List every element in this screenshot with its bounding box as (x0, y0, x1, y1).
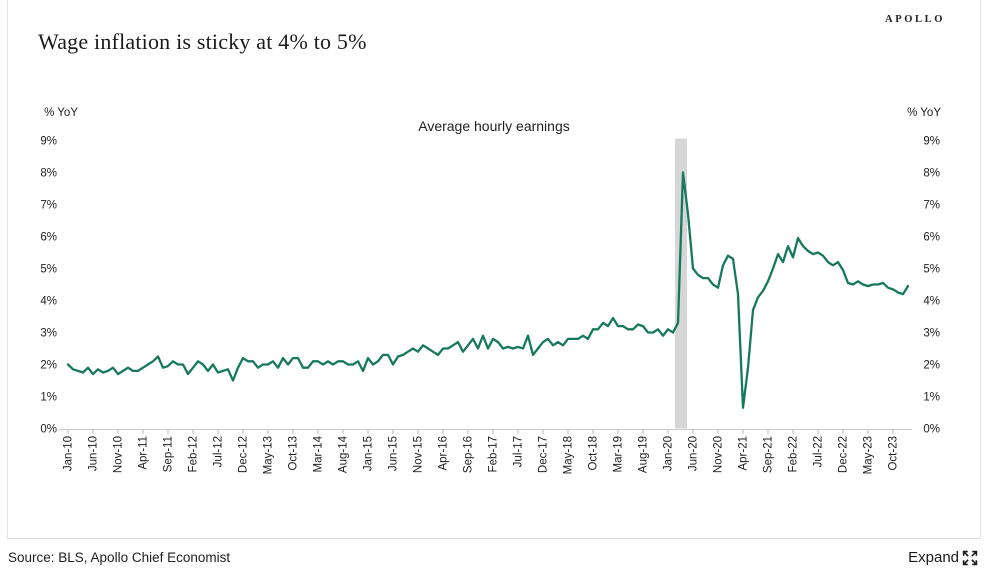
x-tick-label: May-13 (263, 436, 275, 474)
x-tick-label: Oct-18 (588, 436, 600, 471)
y-tick-label-left: 8% (40, 168, 57, 180)
x-tick-label: Nov-15 (413, 436, 425, 473)
y-tick-label-left: 5% (40, 264, 57, 276)
y-tick-label-right: 7% (923, 200, 940, 212)
source-text: Source: BLS, Apollo Chief Economist (8, 550, 231, 565)
chart-subtitle: Average hourly earnings (418, 118, 570, 134)
x-tick-label: Aug-19 (638, 436, 650, 473)
x-tick-label: Mar-19 (613, 436, 625, 472)
y-tick-label-right: 4% (923, 296, 940, 308)
y-tick-label-right: 0% (923, 424, 940, 436)
y-tick-label-left: 4% (40, 296, 57, 308)
x-tick-label: Dec-22 (838, 436, 850, 473)
y-tick-label-left: 0% (40, 424, 57, 436)
x-tick-label: Apr-11 (138, 436, 150, 470)
x-tick-label: Jul-12 (213, 436, 225, 467)
x-tick-label: Jul-22 (813, 436, 825, 467)
x-tick-label: May-18 (563, 436, 575, 474)
y-tick-label-right: 6% (923, 232, 940, 244)
y-tick-label-left: 9% (40, 136, 57, 148)
y-tick-label-left: 2% (40, 360, 57, 372)
x-tick-label: Feb-17 (488, 436, 500, 472)
x-tick-label: Jan-10 (63, 436, 75, 471)
y-tick-label-left: 3% (40, 328, 57, 340)
x-tick-label: Oct-13 (288, 436, 300, 471)
chart-canvas: Jan-10 Jun-10 Nov-10 Apr-11 Sep-11 Feb-12 Jul-… (40, 136, 940, 475)
x-tick-label: Feb-12 (188, 436, 200, 472)
x-tick-label: May-23 (863, 436, 875, 474)
x-tick-label: Sep-21 (763, 436, 775, 473)
x-tick-label: Feb-22 (788, 436, 800, 472)
x-tick-label: Sep-11 (163, 436, 175, 472)
x-tick-label: Jan-20 (663, 436, 675, 471)
y-tick-label-right: 3% (923, 328, 940, 340)
y-axis-unit-right: % YoY (907, 107, 941, 119)
y-tick-label-right: 5% (923, 264, 940, 276)
x-tick-label: Sep-16 (463, 436, 475, 473)
x-tick-label: Jun-20 (688, 436, 700, 471)
expand-button-label: Expand (908, 549, 959, 566)
x-tick-label: Mar-14 (313, 435, 325, 472)
x-tick-label: Aug-14 (338, 435, 350, 473)
x-tick-label: Nov-10 (113, 436, 125, 473)
x-tick-label: Dec-12 (238, 436, 250, 473)
y-tick-label-right: 9% (923, 136, 940, 148)
x-tick-label: Jan-15 (363, 436, 375, 471)
y-tick-label-right: 2% (923, 360, 940, 372)
x-tick-label: Jun-15 (388, 436, 400, 471)
x-tick-label: Apr-16 (438, 436, 450, 471)
page-title: Wage inflation is sticky at 4% to 5% (38, 29, 367, 54)
expand-icon[interactable] (962, 550, 978, 566)
apollo-logo: APOLLO (885, 14, 945, 25)
y-tick-label-left: 7% (40, 200, 57, 212)
y-tick-label-left: 6% (40, 232, 57, 244)
x-tick-label: Nov-20 (713, 436, 725, 473)
x-tick-label: Jul-17 (513, 436, 525, 467)
x-tick-label: Apr-21 (738, 436, 750, 471)
y-tick-label-left: 1% (40, 392, 57, 404)
wage-inflation-line (66, 171, 910, 409)
x-tick-label: Dec-17 (538, 436, 550, 473)
recession-band (675, 138, 687, 429)
y-axis-unit-left: % YoY (44, 107, 78, 119)
x-tick-label: Oct-23 (888, 436, 900, 471)
x-tick-label: Jun-10 (88, 436, 100, 471)
y-tick-label-right: 8% (923, 168, 940, 180)
expand-button[interactable]: Expand (908, 549, 978, 566)
y-tick-label-right: 1% (923, 392, 940, 404)
